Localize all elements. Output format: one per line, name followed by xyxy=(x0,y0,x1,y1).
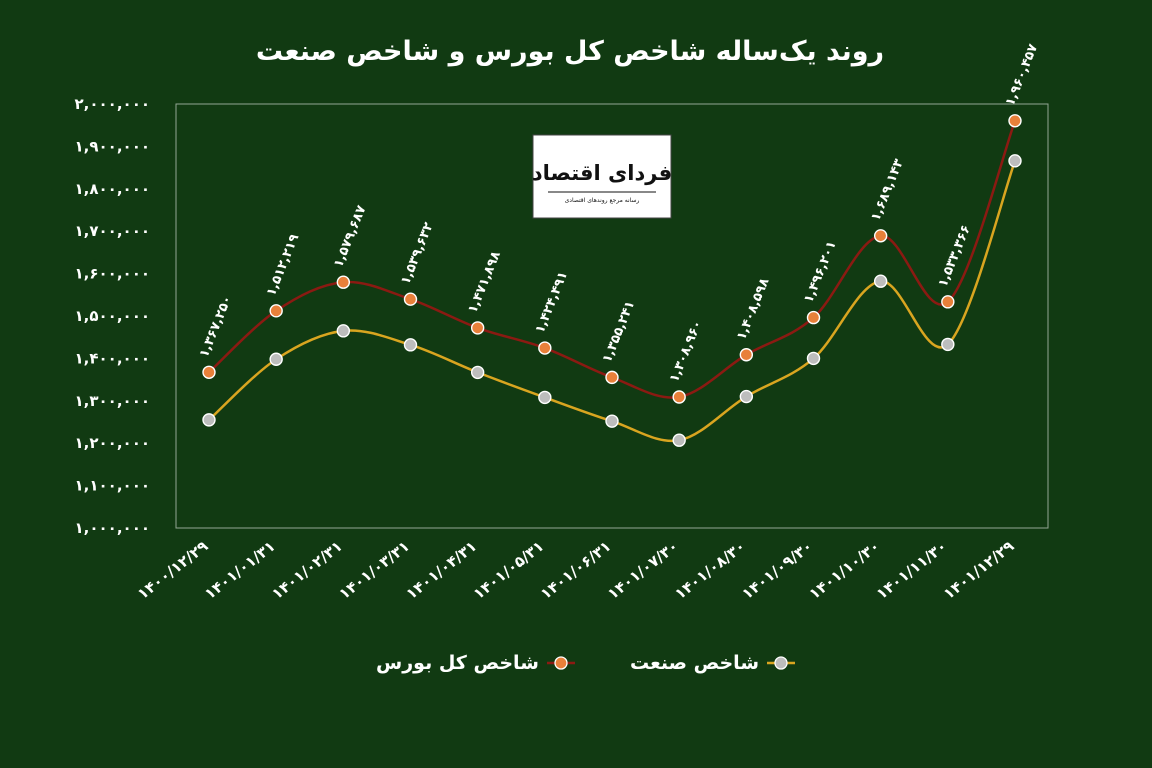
legend-item-industry-index: شاخص صنعت xyxy=(630,652,796,674)
legend-marker-industry xyxy=(767,656,796,670)
data-point-industry-index xyxy=(470,365,485,380)
y-tick-label: ۱,۵۰۰,۰۰۰ xyxy=(75,307,150,325)
data-point-industry-index xyxy=(605,414,619,428)
chart-title: روند یک‌ساله شاخص کل بورس و شاخص صنعت xyxy=(255,36,885,67)
y-tick-label: ۱,۰۰۰,۰۰۰ xyxy=(75,519,150,537)
data-point-total-index xyxy=(1008,114,1022,128)
legend-marker-total xyxy=(546,656,575,670)
x-tick-label: ۱۴۰۱/۰۱/۳۱ xyxy=(201,537,278,603)
x-tick-label: ۱۴۰۱/۱۱/۳۰ xyxy=(873,537,950,603)
data-point-industry-index xyxy=(806,351,821,366)
legend-item-total-index: شاخص کل بورس xyxy=(376,652,575,674)
data-label-total-index: ۱,۴۷۱,۸۹۸ xyxy=(465,249,503,315)
data-point-industry-index xyxy=(336,324,351,338)
y-tick-label: ۲,۰۰۰,۰۰۰ xyxy=(75,95,150,113)
data-point-total-index xyxy=(470,321,485,335)
data-point-industry-index xyxy=(202,413,216,427)
data-point-industry-index xyxy=(672,433,686,447)
data-point-total-index xyxy=(538,341,552,355)
logo-text: فردای اقتصاد xyxy=(532,161,672,185)
x-tick-label: ۱۴۰۱/۰۵/۳۱ xyxy=(470,537,547,603)
plot-area xyxy=(175,103,1049,529)
x-tick-label: ۱۴۰۱/۰۶/۳۱ xyxy=(537,537,614,603)
legend-label-total: شاخص کل بورس xyxy=(376,652,539,674)
y-tick-label: ۱,۸۰۰,۰۰۰ xyxy=(75,180,150,198)
data-label-total-index: ۱,۳۶۷,۲۵۰ xyxy=(197,294,235,360)
data-point-industry-index xyxy=(739,389,754,404)
logo-tagline: رسانه مرجع روندهای اقتصادی xyxy=(565,197,640,204)
data-point-total-index xyxy=(941,295,955,309)
x-tick-label: ۱۴۰۱/۰۲/۳۱ xyxy=(268,537,345,603)
data-point-industry-index xyxy=(403,338,418,352)
x-tick-label: ۱۴۰۱/۱۲/۲۹ xyxy=(940,537,1017,603)
x-tick-label: ۱۴۰۱/۱۰/۳۰ xyxy=(806,537,883,603)
data-label-total-index: ۱,۳۰۸,۹۶۰ xyxy=(667,318,705,384)
data-label-total-index: ۱,۵۳۹,۶۳۲ xyxy=(398,220,436,286)
y-tick-label: ۱,۲۰۰,۰۰۰ xyxy=(75,434,150,452)
data-point-total-index xyxy=(806,310,821,325)
data-point-industry-index xyxy=(538,390,552,405)
y-tick-label: ۱,۱۰۰,۰۰۰ xyxy=(75,477,150,495)
x-tick-label: ۱۴۰۱/۰۳/۳۱ xyxy=(336,537,413,603)
data-label-total-index: ۱,۴۰۸,۵۹۸ xyxy=(734,276,772,342)
data-point-industry-index xyxy=(1008,154,1022,168)
data-label-total-index: ۱,۵۱۲,۲۱۹ xyxy=(264,232,302,298)
x-tick-label: ۱۴۰۱/۰۸/۳۰ xyxy=(671,537,748,603)
data-point-industry-index xyxy=(873,274,888,288)
data-label-total-index: ۱,۵۳۳,۳۶۶ xyxy=(936,223,974,289)
x-tick-label: ۱۴۰۱/۰۴/۳۱ xyxy=(403,537,480,603)
data-point-total-index xyxy=(202,365,216,379)
data-label-total-index: ۱,۶۸۹,۱۴۳ xyxy=(868,157,906,223)
data-label-total-index: ۱,۵۷۹,۶۸۷ xyxy=(331,203,369,269)
y-tick-label: ۱,۳۰۰,۰۰۰ xyxy=(75,392,150,410)
y-tick-label: ۱,۹۰۰,۰۰۰ xyxy=(75,137,150,155)
data-label-total-index: ۱,۳۵۵,۲۴۱ xyxy=(600,299,638,365)
x-tick-label: ۱۴۰۱/۰۷/۳۰ xyxy=(604,537,681,603)
data-point-total-index xyxy=(739,348,754,362)
y-tick-label: ۱,۶۰۰,۰۰۰ xyxy=(75,265,150,283)
data-point-total-index xyxy=(336,275,351,289)
data-point-total-index xyxy=(269,304,283,318)
y-tick-label: ۱,۴۰۰,۰۰۰ xyxy=(75,349,150,367)
logo: فردای اقتصاد رسانه مرجع روندهای اقتصادی xyxy=(532,134,672,219)
data-point-total-index xyxy=(873,229,888,243)
data-label-total-index: ۱,۴۲۴,۴۹۱ xyxy=(533,269,571,335)
data-point-total-index xyxy=(605,370,619,385)
data-label-total-index: ۱,۹۶۰,۴۵۷ xyxy=(1003,42,1041,108)
data-label-total-index: ۱,۴۹۶,۲۰۱ xyxy=(801,239,839,305)
data-point-total-index xyxy=(403,292,418,306)
y-tick-label: ۱,۷۰۰,۰۰۰ xyxy=(75,222,150,240)
data-point-industry-index xyxy=(941,337,955,352)
legend-label-industry: شاخص صنعت xyxy=(630,652,760,674)
x-tick-label: ۱۴۰۰/۱۲/۲۹ xyxy=(134,537,211,603)
data-point-industry-index xyxy=(269,352,283,366)
x-tick-label: ۱۴۰۱/۰۹/۳۰ xyxy=(739,537,816,603)
data-point-total-index xyxy=(672,390,686,404)
